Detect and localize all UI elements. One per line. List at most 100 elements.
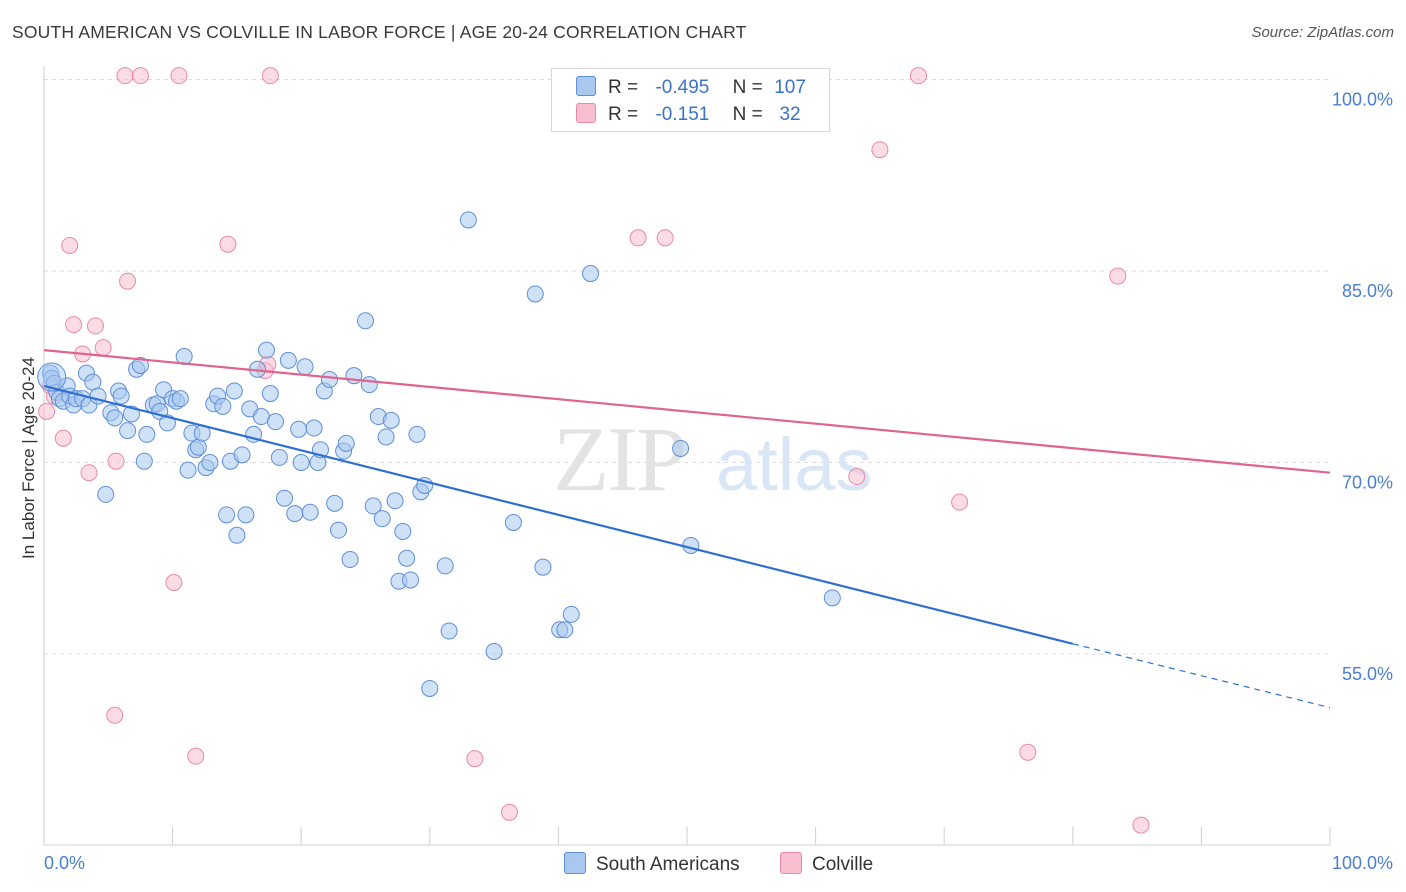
south-americans-point — [582, 265, 600, 283]
chart-title: SOUTH AMERICAN VS COLVILLE IN LABOR FORC… — [12, 22, 747, 42]
south-americans-point — [360, 376, 378, 394]
south-americans-point — [292, 454, 310, 471]
south-americans-point — [301, 503, 319, 521]
colville-trend-line — [43, 349, 1331, 474]
south-americans-trend-extension — [1072, 643, 1331, 709]
south-americans-point — [201, 454, 219, 471]
south-americans-point — [436, 557, 454, 575]
south-americans-point — [218, 506, 236, 524]
south-americans-point — [270, 448, 288, 466]
legend-swatch-colville — [780, 852, 802, 874]
south-americans-point — [171, 390, 189, 408]
legend-r-label: R = — [608, 77, 639, 98]
south-americans-point — [526, 285, 544, 303]
south-americans-point — [228, 526, 246, 544]
south-americans-point — [279, 351, 297, 369]
colville-point — [61, 236, 79, 254]
legend-label-colville: Colville — [812, 854, 874, 875]
colville-point — [261, 67, 279, 85]
colville-point — [65, 316, 83, 334]
colville-point — [86, 317, 104, 335]
colville-point — [106, 706, 124, 724]
legend-r-value: -0.151 — [655, 104, 710, 125]
legend-n-label: N = — [732, 104, 763, 125]
colville-point — [54, 429, 72, 447]
tick-labels: 55.0% 70.0% 85.0% 100.0% 0.0% 100.0% — [44, 90, 1393, 874]
legend-swatch-south-americans — [576, 76, 596, 96]
south-americans-point — [823, 589, 841, 607]
legend-n-value: 32 — [779, 104, 801, 125]
watermark-atlas: atlas — [716, 423, 872, 506]
south-americans-point — [534, 558, 552, 576]
south-americans-point — [504, 514, 522, 532]
colville-point — [165, 574, 183, 592]
south-americans-point — [97, 485, 115, 503]
series-legend: South Americans Colville — [0, 852, 1406, 878]
colville-point — [656, 229, 674, 247]
south-americans-point — [326, 494, 344, 512]
south-americans-point — [556, 621, 574, 639]
south-americans-point — [373, 510, 391, 528]
colville-point — [951, 493, 969, 511]
south-americans-point — [257, 341, 275, 359]
south-americans-point — [122, 405, 140, 423]
legend-item-south-americans: South Americans — [564, 852, 740, 876]
south-americans-point — [408, 425, 426, 443]
south-americans-point — [672, 439, 690, 457]
y-axis-title: In Labor Force | Age 20-24 — [19, 357, 38, 559]
south-americans-point — [119, 422, 137, 440]
colville-point — [80, 464, 98, 482]
colville-point — [219, 235, 237, 253]
colville-point — [38, 402, 56, 420]
colville-point — [848, 468, 866, 486]
south-americans-point — [286, 505, 304, 523]
south-americans-point — [394, 522, 412, 540]
south-americans-point — [296, 358, 314, 376]
legend-label-south-americans: South Americans — [596, 854, 740, 875]
south-americans-point — [179, 461, 197, 479]
south-americans-point — [305, 419, 323, 437]
south-americans-point — [138, 425, 156, 443]
colville-point — [187, 747, 205, 765]
legend-item-colville: Colville — [780, 852, 873, 876]
south-americans-point — [266, 413, 284, 431]
south-americans-point — [225, 382, 243, 400]
x-tick-label: 0.0% — [44, 853, 85, 873]
legend-swatch-south-americans — [564, 852, 586, 874]
y-tick-label: 100.0% — [1332, 90, 1393, 110]
south-americans-point — [562, 605, 580, 623]
legend-swatch-colville — [576, 103, 596, 123]
south-americans-point — [290, 420, 308, 438]
south-americans-point — [382, 411, 400, 429]
colville-point — [501, 803, 519, 821]
axes — [43, 66, 1331, 846]
south-americans-point — [682, 536, 700, 554]
south-americans-point — [485, 642, 503, 660]
south-americans-point — [402, 571, 420, 589]
colville-point — [629, 229, 647, 247]
south-americans-point — [189, 438, 207, 456]
south-americans-point — [37, 362, 67, 392]
south-americans-point — [386, 492, 404, 510]
watermark-zip: ZIP — [553, 408, 685, 510]
south-americans-trend-line — [43, 384, 1074, 645]
colville-point — [170, 67, 188, 85]
y-tick-label: 70.0% — [1342, 473, 1393, 493]
legend-row-colville: R = -0.151 N = 32 — [576, 103, 812, 125]
south-americans-point — [398, 549, 416, 567]
south-americans-point — [337, 434, 355, 452]
south-americans-point — [214, 397, 232, 415]
colville-point — [107, 452, 125, 470]
south-americans-point — [377, 428, 395, 446]
colville-point — [909, 67, 927, 85]
colville-point — [94, 339, 112, 357]
legend-r-value: -0.495 — [655, 77, 710, 98]
south-americans-point — [341, 551, 359, 569]
colville-point — [1019, 743, 1037, 761]
colville-point — [466, 750, 484, 768]
trend-lines — [43, 349, 1331, 709]
south-americans-point — [252, 408, 270, 426]
colville-point — [871, 141, 889, 159]
legend-r-label: R = — [608, 104, 639, 125]
